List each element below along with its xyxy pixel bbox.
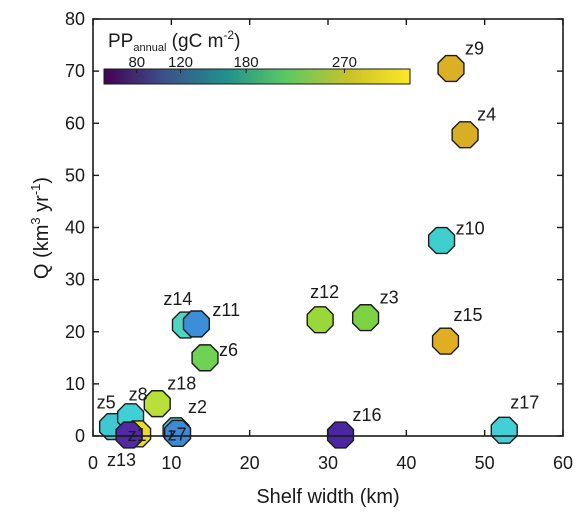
y-tick-label: 0 xyxy=(75,426,85,446)
y-tick-label: 40 xyxy=(65,218,85,238)
point-label-z2: z2 xyxy=(188,397,207,417)
point-label-z15: z15 xyxy=(454,305,483,325)
colorbar-ticks: 80 120 180 270 xyxy=(128,54,357,73)
data-point-z13 xyxy=(115,421,143,449)
colorbar: PPannual (gC m-2) 80 120 180 270 xyxy=(103,28,411,85)
x-tick-label: 60 xyxy=(553,453,573,473)
y-tick-label: 60 xyxy=(65,113,85,133)
colorbar-title: PPannual (gC m-2) xyxy=(108,28,240,54)
y-tick-label: 70 xyxy=(65,61,85,81)
data-point-z18 xyxy=(143,390,171,418)
data-point-z10 xyxy=(427,226,456,255)
data-points xyxy=(98,54,518,449)
x-tick-label: 20 xyxy=(240,453,260,473)
data-point-z3 xyxy=(351,304,380,332)
data-point-z4 xyxy=(451,121,479,149)
y-tick-label: 50 xyxy=(65,165,85,185)
point-label-z17: z17 xyxy=(510,392,539,412)
point-label-z13: z13 xyxy=(107,450,136,470)
y-tick-label: 20 xyxy=(65,322,85,342)
point-label-z3: z3 xyxy=(380,288,399,308)
x-tick-label: 0 xyxy=(88,453,98,473)
y-axis: 0 10 20 30 40 50 60 70 80 xyxy=(65,9,563,446)
point-label-z5: z5 xyxy=(97,393,116,413)
y-tick-label: 10 xyxy=(65,374,85,394)
colorbar-gradient xyxy=(103,68,411,85)
point-label-z9: z9 xyxy=(465,39,484,59)
point-label-z14: z14 xyxy=(163,289,192,309)
y-tick-label: 30 xyxy=(65,270,85,290)
colorbar-tick-label: 270 xyxy=(332,54,357,71)
y-axis-title: Q (km3 yr-1) xyxy=(28,177,53,279)
colorbar-tick-label: 80 xyxy=(128,54,145,71)
data-point-z6 xyxy=(191,344,219,372)
point-label-z4: z4 xyxy=(477,105,496,125)
point-label-z16: z16 xyxy=(353,405,382,425)
x-tick-label: 10 xyxy=(161,453,181,473)
point-label-z10: z10 xyxy=(456,219,485,239)
data-point-z11 xyxy=(182,310,211,338)
data-point-z12 xyxy=(306,306,334,334)
x-tick-label: 30 xyxy=(318,453,338,473)
data-point-z9 xyxy=(437,54,465,83)
point-label-z11: z11 xyxy=(212,300,240,320)
point-label-z18: z18 xyxy=(167,374,196,394)
colorbar-tick-label: 120 xyxy=(168,54,193,71)
data-point-z16 xyxy=(326,421,355,449)
x-tick-label: 40 xyxy=(396,453,416,473)
point-label-z12: z12 xyxy=(310,282,339,302)
point-label-z8: z8 xyxy=(129,385,148,405)
data-point-z7 xyxy=(163,419,192,448)
colorbar-tick-label: 180 xyxy=(234,54,259,71)
y-tick-label: 80 xyxy=(65,9,85,29)
data-point-z15 xyxy=(431,327,460,355)
x-axis: 0 10 20 30 40 50 60 xyxy=(88,19,573,473)
point-label-z7: z7 xyxy=(168,424,187,444)
point-label-z6: z6 xyxy=(219,340,238,360)
x-tick-label: 50 xyxy=(475,453,495,473)
x-axis-title: Shelf width (km) xyxy=(256,486,399,508)
point-label-z1: z1 xyxy=(128,425,147,445)
data-point-z17 xyxy=(490,416,518,444)
